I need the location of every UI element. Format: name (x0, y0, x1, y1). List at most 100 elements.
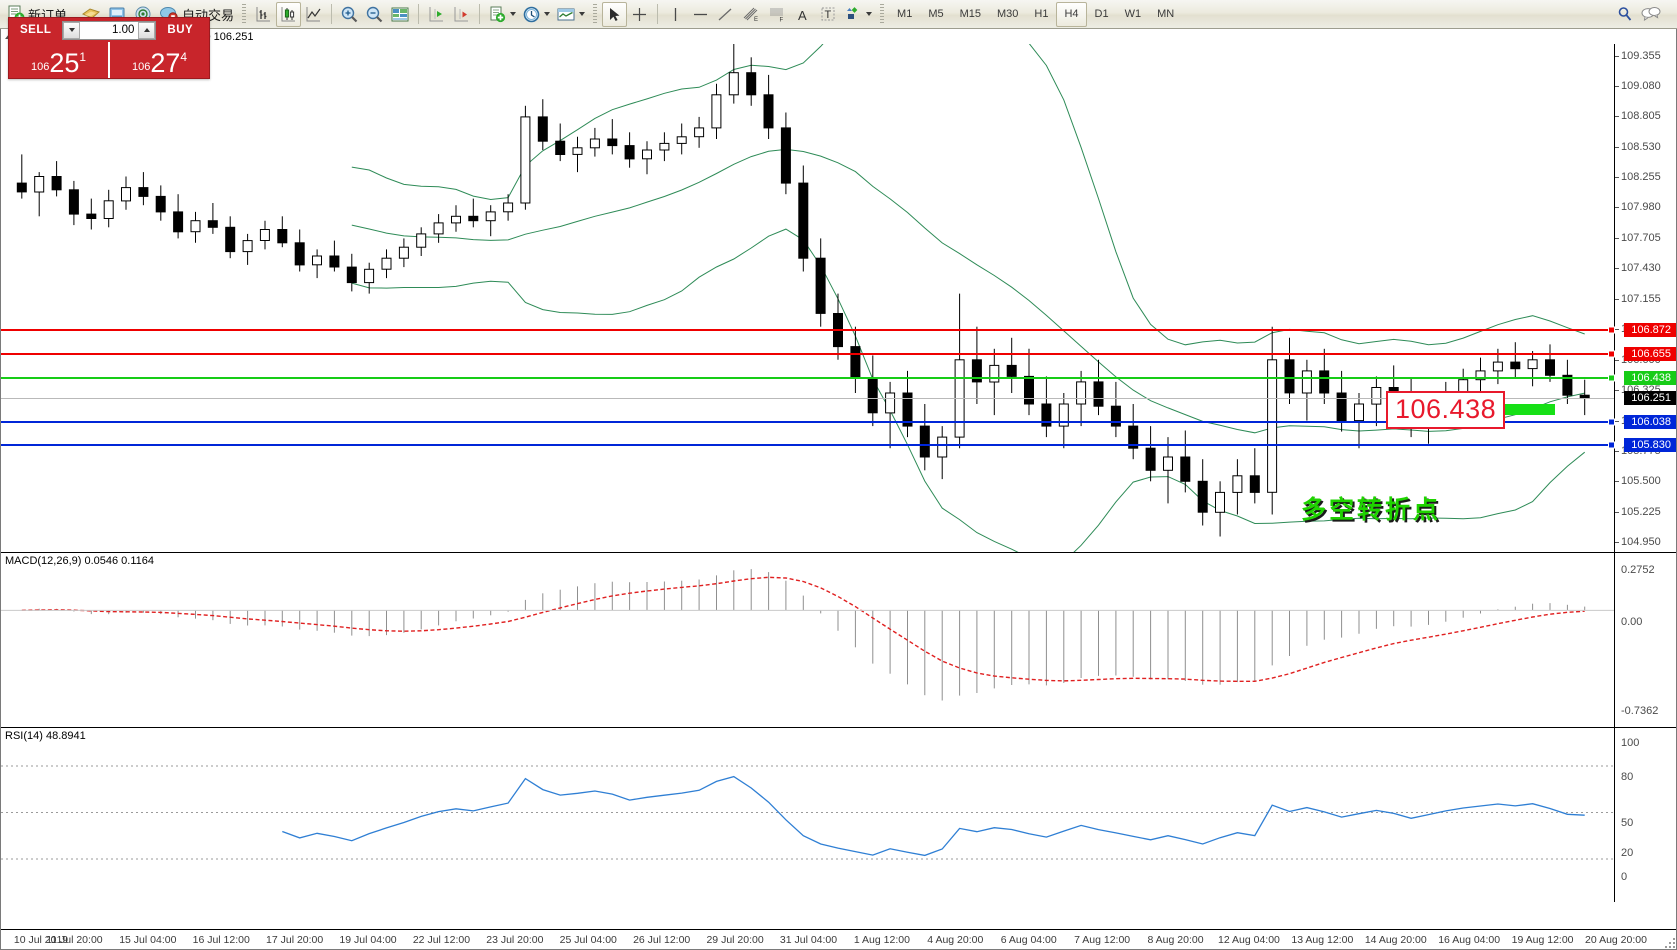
volume-increase-button[interactable] (138, 21, 156, 39)
candlestick-chart-button[interactable] (276, 1, 302, 27)
timeframe-m5[interactable]: M5 (928, 8, 944, 20)
sell-price[interactable]: 106 25 1 (9, 42, 108, 78)
resize-grip[interactable] (1663, 936, 1675, 948)
date-axis-label: 26 Jul 12:00 (633, 934, 691, 946)
price-axis-label: 107.430 (1621, 262, 1661, 275)
timeframe-h1[interactable]: H1 (1034, 8, 1049, 20)
timeframe-d1[interactable]: D1 (1094, 8, 1109, 20)
price-axis-label: 107.705 (1621, 231, 1661, 244)
level-badge-106.438[interactable]: 106.438 (1624, 370, 1676, 385)
timeframe-m30[interactable]: M30 (997, 8, 1019, 20)
price-axis-label: 105.500 (1621, 475, 1661, 488)
candle-body (971, 359, 982, 383)
timeframe-m15[interactable]: M15 (959, 8, 981, 20)
trend-line-button[interactable] (713, 2, 738, 27)
level-badge-106.655[interactable]: 106.655 (1624, 346, 1676, 361)
period-button[interactable] (519, 2, 553, 27)
buy-price-big: 27 (150, 48, 181, 78)
rsi-plot-area[interactable] (1, 727, 1614, 902)
buy-button[interactable]: BUY (167, 24, 194, 36)
level-line-106.438[interactable] (1, 376, 1614, 379)
fibonacci-button[interactable]: F (764, 2, 790, 27)
chart-shift-button[interactable] (424, 2, 449, 27)
text-label-button[interactable]: T (815, 2, 840, 27)
zoom-in-button[interactable] (337, 2, 362, 27)
candle-body (537, 116, 548, 142)
zoom-in-icon (341, 6, 358, 22)
rsi-label: RSI(14) 48.8941 (5, 730, 86, 742)
chevron-down-icon[interactable] (544, 12, 551, 16)
chart-shift-icon (429, 6, 444, 21)
search-button[interactable] (1612, 2, 1637, 27)
templates-icon (557, 8, 575, 20)
price-tick (1615, 146, 1619, 148)
auto-scroll-button[interactable] (449, 2, 474, 27)
volume-decrease-button[interactable] (63, 21, 81, 39)
volume-stepper[interactable]: 1.00 (62, 20, 157, 40)
toolbar-separator (418, 4, 420, 24)
level-handle[interactable] (1608, 418, 1615, 426)
sell-price-whole: 106 (30, 61, 50, 73)
candle-body (1354, 403, 1364, 422)
chevron-down-icon[interactable] (510, 12, 517, 16)
bar-chart-button[interactable] (251, 2, 276, 27)
timeframe-h4[interactable]: H4 (1056, 1, 1087, 27)
candle-body (121, 187, 131, 202)
text-button[interactable]: A (790, 2, 815, 27)
zoom-out-button[interactable] (362, 2, 387, 27)
price-axis[interactable]: 109.355 109.080 108.805 108.530 108.255 107.9… (1608, 44, 1676, 552)
level-handle[interactable] (1608, 350, 1615, 358)
chevron-down-icon[interactable] (579, 12, 586, 16)
sell-button[interactable]: SELL (20, 24, 52, 36)
chat-button[interactable] (1637, 2, 1665, 27)
date-axis-label: 23 Jul 20:00 (486, 934, 544, 946)
svg-text:E: E (754, 17, 758, 23)
one-click-trading-panel[interactable]: SELL 1.00 BUY 106 25 1 106 27 4 (8, 17, 210, 79)
market-watch-button[interactable] (387, 2, 413, 27)
level-line-106.655[interactable] (1, 352, 1614, 355)
price-tick (1615, 390, 1619, 392)
indicators-button[interactable] (485, 2, 519, 27)
level-badge-105.830[interactable]: 105.830 (1624, 437, 1676, 452)
timeframe-mn[interactable]: MN (1157, 8, 1175, 20)
date-axis-label: 11 Jul 20:00 (46, 934, 103, 946)
level-line-105.830[interactable] (1, 443, 1614, 446)
level-handle[interactable] (1608, 374, 1615, 382)
shapes-icon (847, 7, 858, 19)
macd-plot-area[interactable] (1, 552, 1614, 727)
macd-axis: 0.2752 0.00 -0.7362 (1614, 552, 1676, 727)
level-badge-106.872[interactable]: 106.872 (1624, 322, 1676, 337)
horizontal-line-button[interactable] (688, 2, 713, 27)
level-line-106.872[interactable] (1, 328, 1614, 331)
vertical-line-button[interactable] (663, 2, 688, 27)
level-badge-106.251[interactable]: 106.251 (1624, 391, 1676, 406)
toolbar-grip[interactable] (242, 4, 247, 24)
indicators-icon (490, 6, 506, 22)
level-handle[interactable] (1608, 441, 1615, 449)
price-axis-label: 107.980 (1621, 201, 1661, 214)
crosshair-button[interactable] (627, 2, 652, 27)
toolbar-grip[interactable] (593, 4, 598, 24)
chevron-down-icon[interactable] (866, 12, 873, 16)
rsi-subwindow: RSI(14) 48.8941 100 80 50 20 0 (1, 727, 1676, 902)
dataview-button[interactable] (78, 2, 104, 27)
volume-input[interactable]: 1.00 (112, 24, 135, 36)
date-axis[interactable]: 10 Jul 2019 11 Jul 20:00 15 Jul 04:00 16 Ju… (1, 929, 1676, 949)
price-plot-area[interactable] (1, 44, 1614, 552)
line-chart-button[interactable] (301, 2, 326, 27)
shapes-button[interactable] (840, 2, 875, 27)
cursor-button[interactable] (602, 1, 628, 27)
price-axis-label: 108.805 (1621, 110, 1661, 123)
level-handle[interactable] (1608, 326, 1615, 334)
templates-button[interactable] (553, 2, 588, 27)
level-line-106.038[interactable] (1, 420, 1614, 423)
level-badge-106.038[interactable]: 106.038 (1624, 414, 1676, 429)
equidistant-channel-button[interactable]: E (738, 2, 764, 27)
toolbar-grip[interactable] (880, 4, 885, 24)
timeframe-w1[interactable]: W1 (1124, 8, 1142, 20)
timeframe-m1[interactable]: M1 (897, 8, 913, 20)
price-tick (1615, 328, 1619, 330)
buy-price[interactable]: 106 27 4 (110, 42, 209, 78)
candle-body (1215, 491, 1225, 513)
price-tick (1615, 511, 1619, 513)
